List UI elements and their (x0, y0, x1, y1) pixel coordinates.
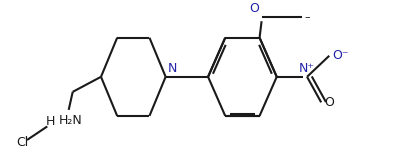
Text: N: N (168, 62, 177, 75)
Text: H: H (46, 115, 55, 128)
Text: H₂N: H₂N (59, 114, 82, 127)
Text: Cl: Cl (16, 136, 28, 149)
Text: O: O (324, 96, 334, 109)
Text: O⁻: O⁻ (332, 49, 349, 62)
Text: –: – (304, 12, 309, 22)
Text: N⁺: N⁺ (299, 62, 315, 75)
Text: O: O (250, 2, 259, 15)
